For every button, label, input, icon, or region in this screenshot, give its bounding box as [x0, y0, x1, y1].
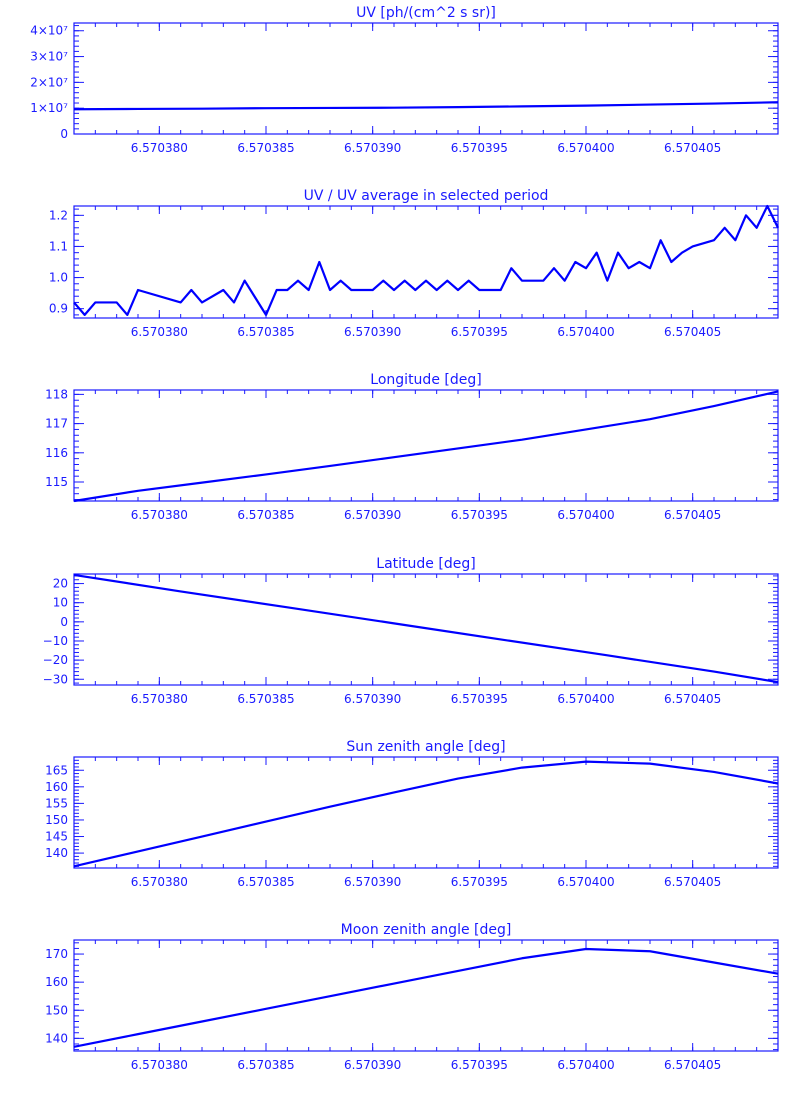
- x-tick-label: 6.570385: [237, 325, 294, 339]
- series-line-1: [73, 390, 779, 503]
- x-tick-label: 6.570385: [237, 692, 294, 706]
- x-tick-label: 6.570390: [344, 325, 401, 339]
- y-tick-label: 118: [45, 387, 68, 401]
- x-tick-label: 6.570405: [664, 508, 721, 522]
- x-tick-label: 6.570385: [237, 508, 294, 522]
- series-line-1: [73, 204, 779, 316]
- y-tick-label: 140: [45, 1031, 68, 1045]
- x-tick-label: 6.570390: [344, 692, 401, 706]
- y-tick-label: 150: [45, 1003, 68, 1017]
- x-tick-label: 6.570405: [664, 325, 721, 339]
- y-tick-label: 0: [60, 615, 68, 629]
- x-tick-label: 6.570400: [557, 508, 614, 522]
- plot-frame: [73, 756, 779, 869]
- y-tick-label: 20: [53, 577, 68, 591]
- x-tick-label: 6.570380: [131, 325, 188, 339]
- y-tick-label: 0: [60, 127, 68, 141]
- y-tick-label: 1.0: [49, 271, 68, 285]
- x-tick-label: 6.570400: [557, 325, 614, 339]
- panel-title: UV / UV average in selected period: [304, 188, 549, 204]
- y-tick-label: 115: [45, 475, 68, 489]
- x-tick-label: 6.570400: [557, 141, 614, 155]
- y-tick-label: 10: [53, 596, 68, 610]
- x-tick-label: 6.570395: [451, 141, 508, 155]
- series-line-1: [73, 760, 779, 868]
- x-tick-label: 6.570385: [237, 141, 294, 155]
- x-tick-label: 6.570395: [451, 1058, 508, 1072]
- y-tick-label: 145: [45, 830, 68, 844]
- y-tick-label: 150: [45, 813, 68, 827]
- panel-title: Sun zenith angle [deg]: [346, 739, 505, 755]
- chart-panel-5: Sun zenith angle [deg] 6.570380 6.570385 6.…: [45, 739, 779, 889]
- chart-panel-1: UV [ph/(cm^2 s sr)] 6.570380 6.570385 6.570…: [30, 5, 779, 155]
- x-tick-label: 6.570400: [557, 1058, 614, 1072]
- x-tick-label: 6.570395: [451, 508, 508, 522]
- x-tick-label: 6.570405: [664, 1058, 721, 1072]
- x-tick-label: 6.570395: [451, 875, 508, 889]
- plot-frame: [73, 22, 779, 135]
- y-tick-label: 165: [45, 763, 68, 777]
- y-tick-label: −30: [43, 672, 68, 686]
- x-tick-label: 6.570380: [131, 508, 188, 522]
- y-tick-label: 1.1: [49, 239, 68, 253]
- y-tick-label: 1.2: [49, 208, 68, 222]
- x-tick-label: 6.570405: [664, 875, 721, 889]
- x-tick-label: 6.570395: [451, 692, 508, 706]
- x-tick-label: 6.570400: [557, 692, 614, 706]
- y-tick-label: 140: [45, 846, 68, 860]
- y-tick-label: −10: [43, 634, 68, 648]
- chart-panel-3: Longitude [deg] 6.570380 6.570385 6.570390 6…: [45, 372, 779, 522]
- x-tick-label: 6.570385: [237, 1058, 294, 1072]
- series-line-1: [73, 947, 779, 1048]
- x-tick-label: 6.570390: [344, 875, 401, 889]
- y-tick-label: 1×10⁷: [30, 101, 68, 115]
- plot-frame: [73, 389, 779, 502]
- y-tick-label: 160: [45, 780, 68, 794]
- x-tick-label: 6.570405: [664, 141, 721, 155]
- y-tick-label: 4×10⁷: [30, 24, 68, 38]
- x-tick-label: 6.570390: [344, 508, 401, 522]
- x-tick-label: 6.570390: [344, 141, 401, 155]
- y-tick-label: 160: [45, 975, 68, 989]
- x-tick-label: 6.570380: [131, 1058, 188, 1072]
- x-tick-label: 6.570395: [451, 325, 508, 339]
- y-tick-label: −20: [43, 653, 68, 667]
- y-tick-label: 2×10⁷: [30, 75, 68, 89]
- plot-frame: [73, 205, 779, 319]
- x-tick-label: 6.570405: [664, 692, 721, 706]
- panel-title: UV [ph/(cm^2 s sr)]: [356, 5, 496, 21]
- plot-frame: [73, 939, 779, 1052]
- panel-title: Latitude [deg]: [376, 556, 475, 572]
- x-tick-label: 6.570380: [131, 875, 188, 889]
- y-tick-label: 170: [45, 947, 68, 961]
- y-tick-label: 155: [45, 796, 68, 810]
- x-tick-label: 6.570390: [344, 1058, 401, 1072]
- y-tick-label: 0.9: [49, 302, 68, 316]
- y-tick-label: 117: [45, 417, 68, 431]
- x-tick-label: 6.570400: [557, 875, 614, 889]
- chart-panel-4: Latitude [deg] 6.570380 6.570385 6.570390 6.…: [43, 556, 779, 706]
- series-line-1: [73, 101, 779, 111]
- x-tick-label: 6.570385: [237, 875, 294, 889]
- chart-panel-2: UV / UV average in selected period 6.5703…: [49, 188, 779, 339]
- x-tick-label: 6.570380: [131, 141, 188, 155]
- y-tick-label: 3×10⁷: [30, 50, 68, 64]
- panel-title: Longitude [deg]: [370, 372, 481, 388]
- chart-panel-6: Moon zenith angle [deg] 6.570380 6.570385 6…: [45, 922, 779, 1072]
- series-line-1: [73, 573, 779, 684]
- y-tick-label: 116: [45, 446, 68, 460]
- panel-title: Moon zenith angle [deg]: [341, 922, 512, 938]
- x-tick-label: 6.570380: [131, 692, 188, 706]
